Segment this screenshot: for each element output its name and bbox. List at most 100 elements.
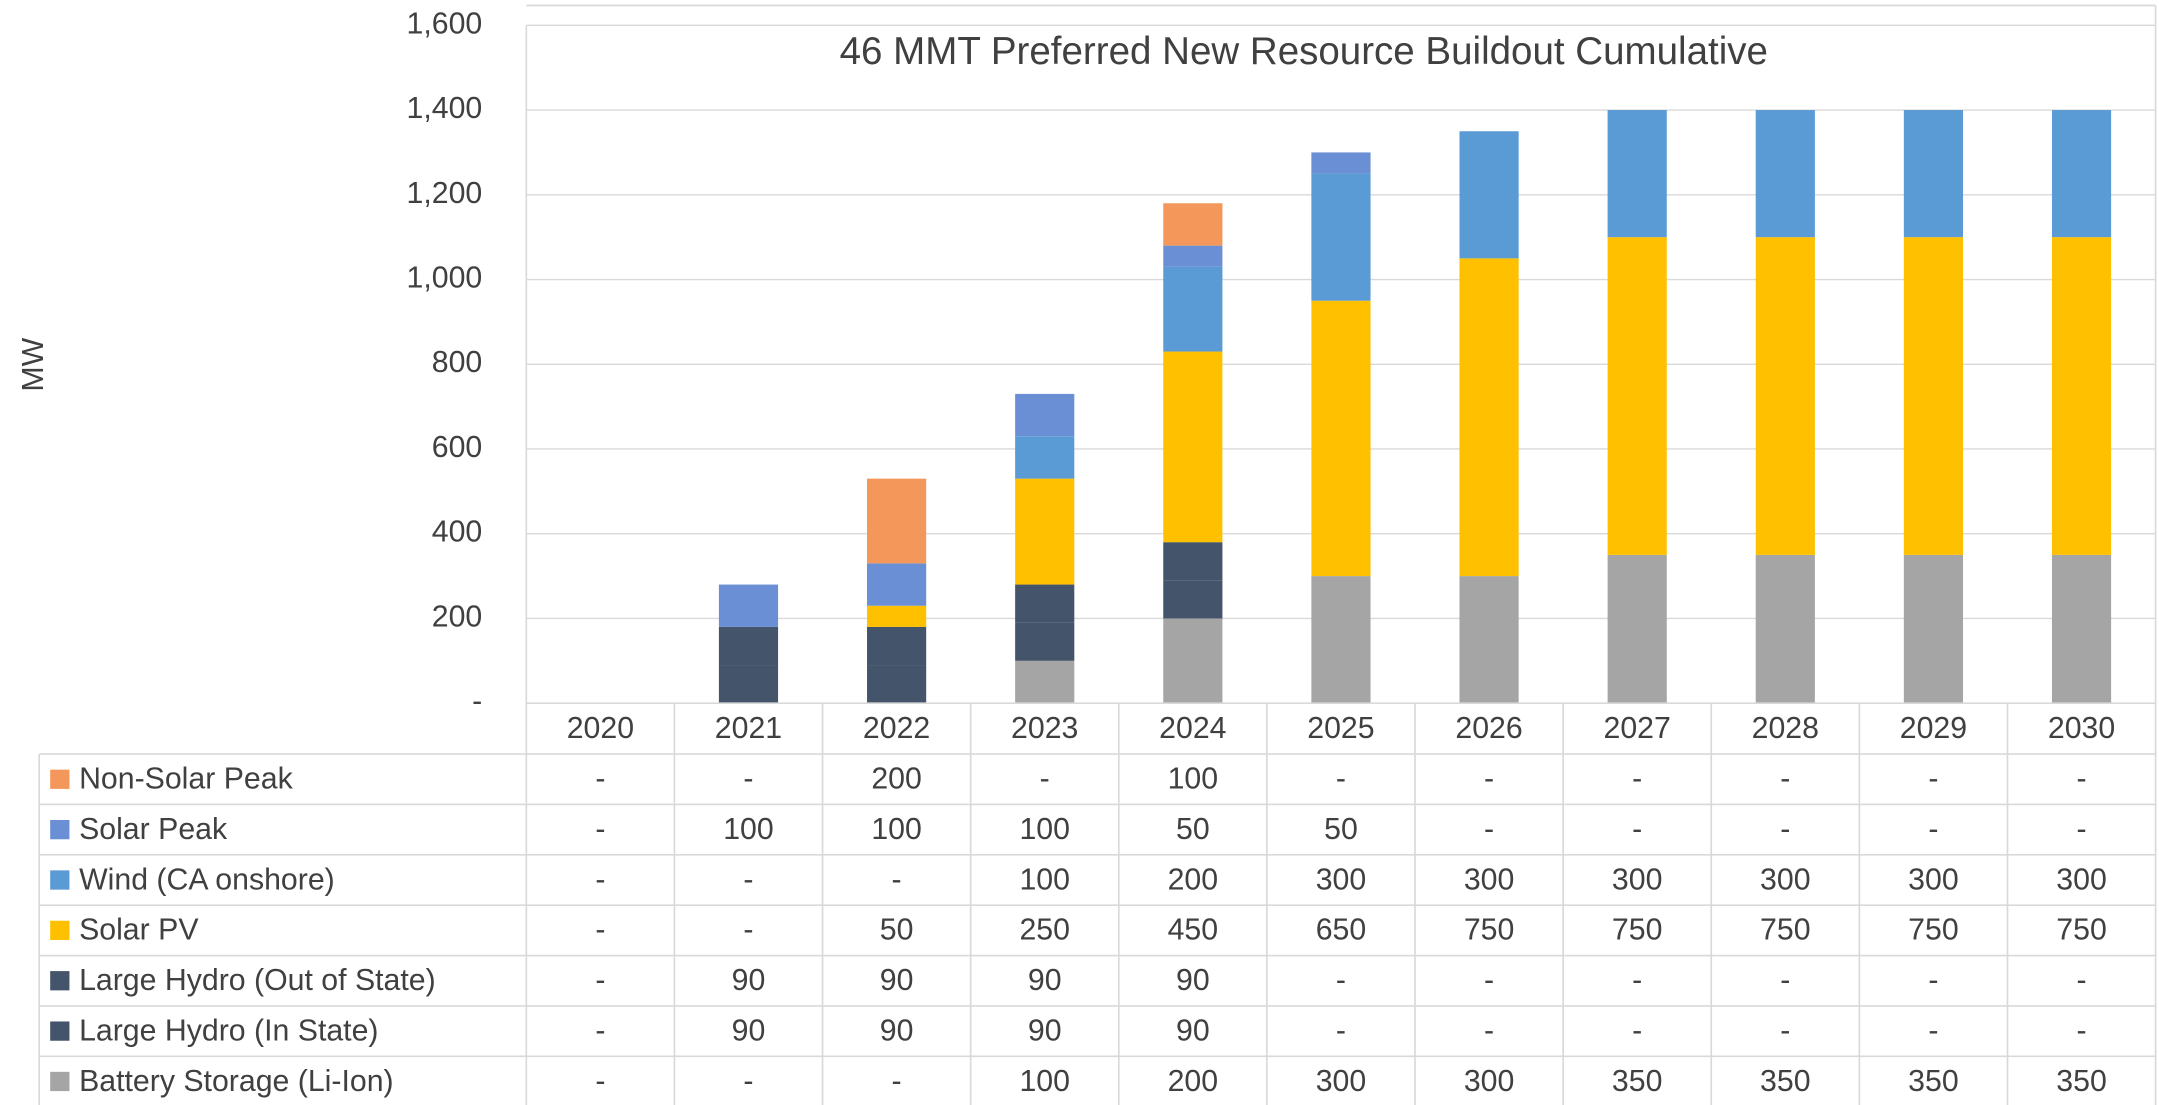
table-cell: -	[743, 914, 753, 947]
table-cell: -	[743, 863, 753, 896]
table-cell: -	[595, 1065, 605, 1098]
y-axis-label: MW	[17, 337, 50, 391]
x-tick-label: 2024	[1159, 712, 1226, 745]
table-cell: 90	[880, 1014, 914, 1047]
y-tick-label: 1,200	[407, 177, 483, 210]
table-cell: -	[2076, 1014, 2086, 1047]
table-cell: -	[595, 763, 605, 796]
bar-segment	[718, 584, 779, 627]
bar-segment	[1755, 110, 1815, 238]
bar-segment	[2051, 110, 2112, 238]
table-cell: -	[892, 863, 902, 896]
table-cell: -	[1632, 964, 1642, 997]
bar-segment	[1015, 393, 1075, 437]
table-cell: 350	[1760, 1065, 1811, 1098]
table-cell: -	[1484, 964, 1494, 997]
table-cell: 200	[1168, 863, 1219, 896]
table-cell: -	[1632, 813, 1642, 846]
legend-label: Solar PV	[79, 914, 199, 947]
bar-segment	[1459, 258, 1519, 577]
y-tick-label: 200	[432, 600, 483, 633]
bar-segment	[1015, 584, 1075, 623]
bar-segment	[867, 665, 927, 704]
x-tick-label: 2029	[1900, 712, 1967, 745]
legend-key	[50, 920, 70, 941]
y-tick-label: 800	[432, 346, 483, 379]
table-cell: 350	[1908, 1065, 1959, 1098]
bar-segment	[867, 478, 927, 564]
bar-segment	[867, 626, 927, 666]
bar-segment	[1755, 237, 1815, 555]
bar-segment	[1755, 554, 1815, 704]
table-cell: -	[1484, 1014, 1494, 1047]
bar-segment	[1015, 622, 1075, 661]
table-cell: 350	[1612, 1065, 1663, 1098]
bar-segment	[718, 626, 779, 666]
x-tick-label: 2025	[1307, 712, 1374, 745]
table-cell: -	[1484, 813, 1494, 846]
y-tick-label: -	[472, 685, 482, 718]
bar-segment	[1311, 300, 1371, 577]
bar-segment	[1163, 245, 1223, 267]
table-cell: 50	[1176, 813, 1210, 846]
y-tick-label: 400	[432, 516, 483, 549]
x-tick-label: 2022	[863, 712, 930, 745]
table-cell: 100	[1019, 863, 1069, 896]
table-cell: -	[1928, 813, 1938, 846]
table-cell: -	[595, 813, 605, 846]
legend-label: Wind (CA onshore)	[79, 863, 335, 896]
x-tick-label: 2027	[1604, 712, 1671, 745]
table-cell: -	[1336, 964, 1346, 997]
bar-segment	[2051, 554, 2112, 704]
legend-key	[50, 1071, 70, 1092]
table-cell: -	[2076, 964, 2086, 997]
table-cell: -	[1928, 763, 1938, 796]
bar-segment	[1459, 131, 1519, 259]
table-cell: 100	[1019, 813, 1069, 846]
table-cell: -	[1780, 763, 1790, 796]
bar-segment	[1015, 436, 1075, 479]
bar-segment	[867, 563, 927, 606]
table-cell: 450	[1168, 914, 1219, 947]
legend-label: Battery Storage (Li-Ion)	[79, 1065, 394, 1098]
table-cell: -	[1780, 813, 1790, 846]
table-cell: -	[743, 1065, 753, 1098]
table-cell: 90	[880, 964, 914, 997]
table-cell: 750	[1612, 914, 1663, 947]
table-cell: -	[892, 1065, 902, 1098]
table-cell: -	[595, 1014, 605, 1047]
x-tick-label: 2023	[1011, 712, 1078, 745]
table-cell: 90	[1176, 964, 1210, 997]
table-cell: -	[595, 863, 605, 896]
table-cell: 200	[1168, 1065, 1219, 1098]
bar-segment	[1163, 266, 1223, 352]
bar-segment	[718, 665, 779, 704]
bar-segment	[1607, 554, 1667, 704]
y-tick-label: 1,400	[407, 92, 483, 125]
table-cell: 50	[1324, 813, 1358, 846]
table-cell: 300	[1464, 1065, 1515, 1098]
x-tick-label: 2028	[1752, 712, 1819, 745]
table-cell: 300	[1908, 863, 1959, 896]
table-cell: 300	[1612, 863, 1663, 896]
table-cell: 100	[1168, 763, 1219, 796]
table-cell: 750	[1760, 914, 1811, 947]
table-cell: -	[595, 914, 605, 947]
bar-segment	[1459, 576, 1519, 704]
y-tick-label: 600	[432, 431, 483, 464]
table-cell: -	[1928, 1014, 1938, 1047]
table-cell: -	[743, 763, 753, 796]
y-tick-label: 1,000	[407, 262, 483, 295]
table-cell: 350	[2056, 1065, 2107, 1098]
table-cell: 650	[1316, 914, 1367, 947]
table-cell: 750	[2056, 914, 2107, 947]
table-cell: -	[1336, 763, 1346, 796]
bar-segment	[1311, 576, 1371, 704]
bar-segment	[1311, 173, 1371, 301]
bar-segment	[1015, 478, 1075, 585]
legend-key	[50, 820, 70, 840]
bar-segment	[1163, 542, 1223, 581]
